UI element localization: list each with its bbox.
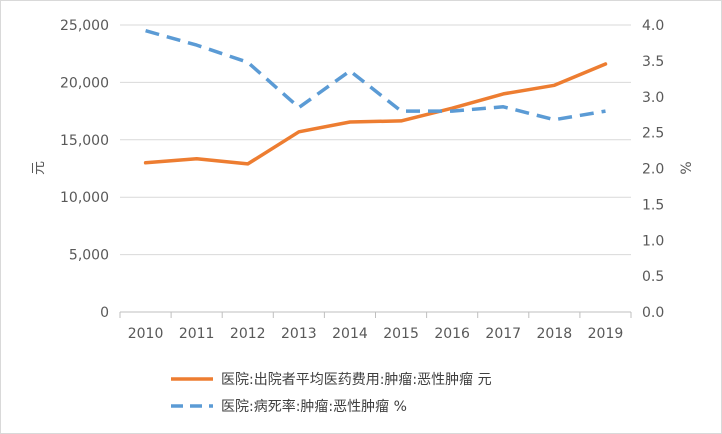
y-left-tick-label: 15,000 [60,133,109,149]
y-left-tick-label: 20,000 [60,75,109,91]
y-right-tick-label: 0.0 [642,305,664,321]
gridlines [120,24,631,256]
legend-label: 医院:出院者平均医药费用:肿瘤:恶性肿瘤 元 [221,371,492,388]
y-right-tick-label: 3.5 [642,54,664,70]
y-right-tick-label: 2.5 [642,126,664,142]
x-tick-label: 2018 [537,326,573,342]
y-right-tick-label: 4.0 [642,18,664,34]
x-tick-label: 2015 [383,326,419,342]
x-tick-label: 2017 [485,326,521,342]
x-tick-label: 2013 [281,326,317,342]
x-tick-label: 2019 [588,326,624,342]
y-right-tick-label: 0.5 [642,269,664,285]
x-axis: 2010 2011 2012 2013 2014 2015 2016 2017 2018 2019 [119,311,632,342]
series-line-mortality [145,29,606,122]
y-right-tick-label: 1.0 [642,233,664,249]
x-tick-label: 2011 [179,326,215,342]
y-left-tick-label: 10,000 [60,190,109,206]
y-left-tick-label: 0 [100,305,109,321]
y-right-tick-label: 2.0 [642,162,664,178]
y-axis-left-title: 元 [31,161,47,175]
x-tick-label: 2016 [434,326,470,342]
x-tick-label: 2014 [332,326,368,342]
series-line-cost [143,62,608,166]
y-right-tick-label: 3.0 [642,90,664,106]
y-left-tick-label: 5,000 [69,248,109,264]
y-axis-left: 0 5,000 10,000 15,000 20,000 25,000 [60,18,109,321]
x-tick-label: 2012 [230,326,266,342]
y-axis-right: 0.0 0.5 1.0 1.5 2.0 2.5 3.0 3.5 4.0 [642,18,664,321]
legend: 医院:出院者平均医药费用:肿瘤:恶性肿瘤 元医院:病死率:肿瘤:恶性肿瘤 % [171,371,492,415]
y-axis-right-title: % [679,161,695,174]
x-tick-label: 2010 [128,326,164,342]
series-lines [143,29,608,166]
legend-label: 医院:病死率:肿瘤:恶性肿瘤 % [221,398,407,415]
y-right-tick-label: 1.5 [642,197,664,213]
y-left-tick-label: 25,000 [60,18,109,34]
